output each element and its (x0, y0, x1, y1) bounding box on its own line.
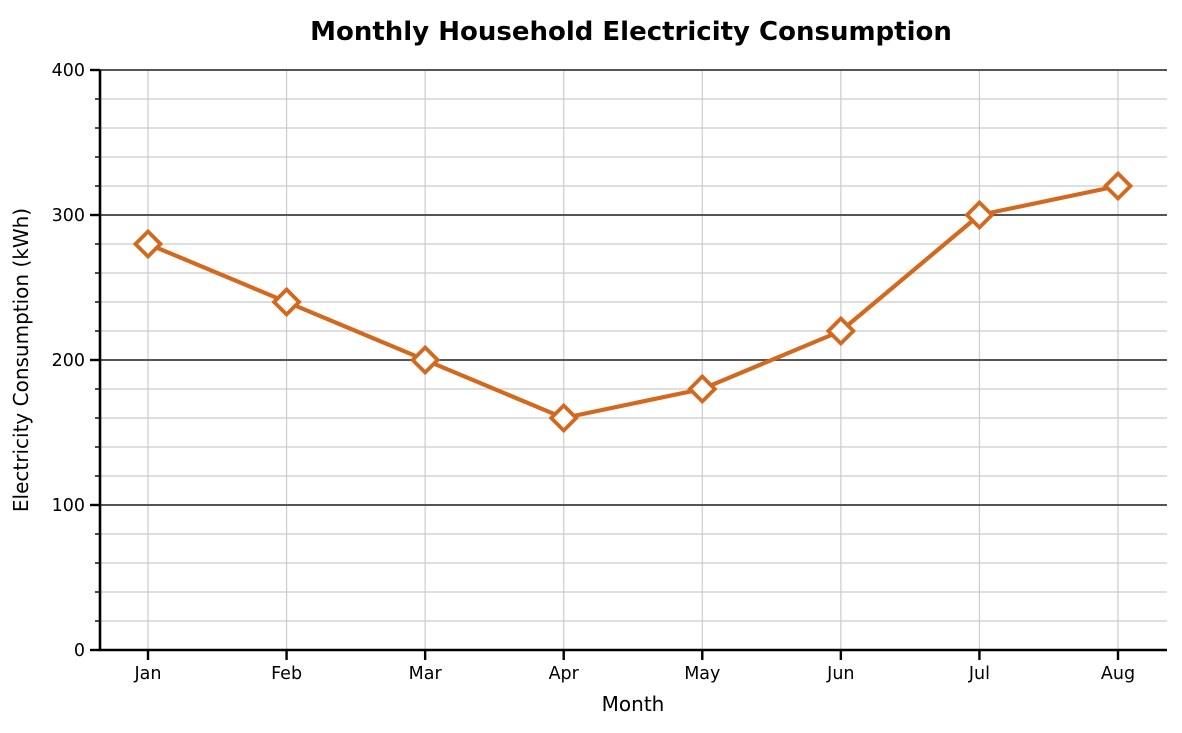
y-tick-label: 400 (52, 61, 85, 81)
x-tick-label: Jun (826, 664, 854, 684)
y-tick-label: 100 (52, 496, 85, 516)
x-tick-label: Jan (134, 664, 162, 684)
data-point-marker (1102, 170, 1134, 202)
series-line (145, 183, 1121, 421)
x-tick-label: May (684, 664, 720, 684)
data-point-marker (964, 199, 995, 231)
x-tick-label: Feb (271, 664, 302, 684)
y-tick-label: 0 (74, 641, 85, 661)
x-axis-label: Month (602, 692, 665, 716)
x-tick-label: Jul (968, 664, 990, 684)
data-point-marker (409, 344, 441, 376)
data-point-marker (687, 373, 718, 405)
x-tick-label: Apr (549, 664, 580, 684)
plot-layer: 0 100 200 300 400 Jan Feb Mar Apr May Jun Jul Aug (52, 61, 1167, 684)
data-point-marker (825, 315, 857, 347)
y-tick-label: 300 (52, 206, 85, 226)
x-tick-label: Aug (1101, 664, 1135, 684)
data-point-marker (548, 402, 579, 434)
data-point-marker (271, 286, 302, 318)
y-axis-label: Electricity Consumption (kWh) (9, 208, 33, 512)
x-tick-label: Mar (409, 664, 443, 684)
chart-title: Monthly Household Electricity Consumptio… (310, 17, 952, 47)
data-point-marker (132, 228, 164, 260)
y-tick-label: 200 (52, 351, 85, 371)
